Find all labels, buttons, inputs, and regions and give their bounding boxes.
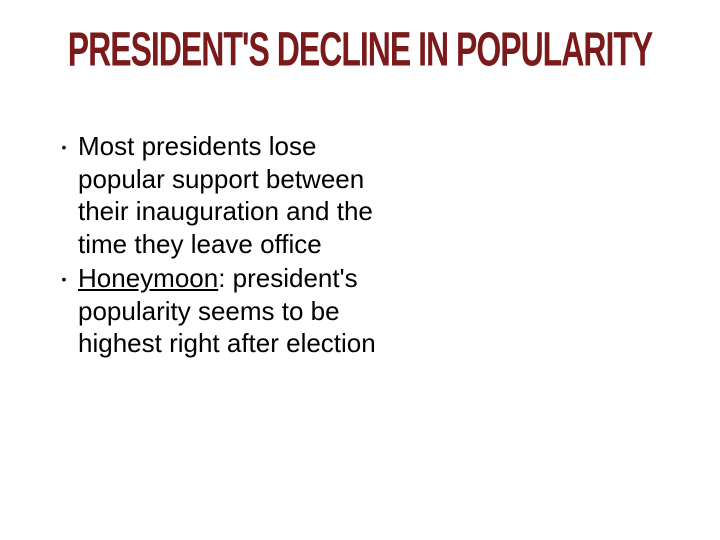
- bullet-text: Honeymoon: president's popularity seems …: [78, 262, 410, 360]
- bullet-dot-icon: •: [50, 130, 78, 154]
- bullet-item: •Honeymoon: president's popularity seems…: [50, 262, 410, 360]
- bullet-text: Most presidents lose popular support bet…: [78, 130, 410, 260]
- slide-title: PRESIDENT'S DECLINE IN POPULARITY: [0, 22, 720, 78]
- bullet-item: •Most presidents lose popular support be…: [50, 130, 410, 260]
- bullet-text-segment: Most presidents lose popular support bet…: [78, 131, 373, 259]
- bullet-text-underlined: Honeymoon: [78, 263, 218, 293]
- slide: PRESIDENT'S DECLINE IN POPULARITY •Most …: [0, 0, 720, 540]
- slide-body: •Most presidents lose popular support be…: [50, 130, 410, 362]
- bullet-dot-icon: •: [50, 262, 78, 286]
